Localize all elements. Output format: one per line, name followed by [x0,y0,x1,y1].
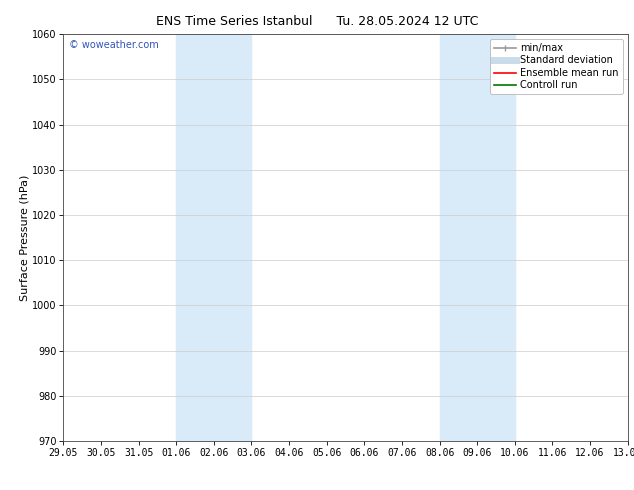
Y-axis label: Surface Pressure (hPa): Surface Pressure (hPa) [19,174,29,301]
Text: ENS Time Series Istanbul      Tu. 28.05.2024 12 UTC: ENS Time Series Istanbul Tu. 28.05.2024 … [156,15,478,28]
Bar [439,34,515,441]
Text: © woweather.com: © woweather.com [69,40,158,50]
Legend: min/max, Standard deviation, Ensemble mean run, Controll run: min/max, Standard deviation, Ensemble me… [490,39,623,94]
Bar [176,34,252,441]
